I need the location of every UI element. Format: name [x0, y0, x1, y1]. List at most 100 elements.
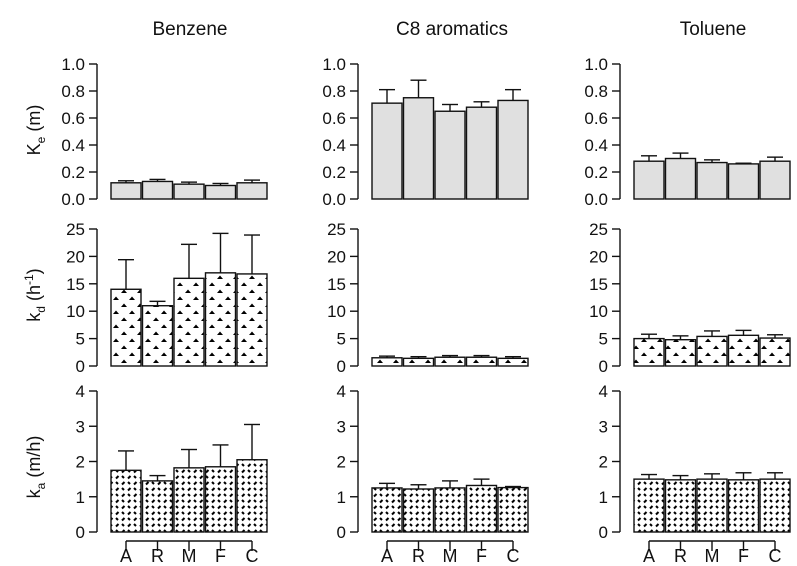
- bar-F: [465, 356, 498, 367]
- x-tick-label-A: A: [120, 546, 132, 566]
- panel-0-0: 0.0 0.2 0.4 0.6 0.8 1.0: [61, 55, 268, 209]
- x-tick-label-F: F: [738, 546, 749, 566]
- y-tick-label: 0.4: [584, 136, 608, 155]
- bar-A: [110, 182, 142, 200]
- column-title-toluene: Toluene: [680, 19, 747, 40]
- bar-M: [173, 467, 205, 533]
- bar-F: [727, 163, 760, 200]
- bar-F: [727, 479, 760, 533]
- bar-M: [696, 161, 728, 200]
- y-tick-label: 3: [76, 417, 85, 436]
- panel-2-1: 0 1 2 3 4 A R M F C: [337, 382, 529, 566]
- ylabel-ke: Ke (m): [24, 105, 48, 156]
- bar-M: [696, 335, 728, 367]
- bar-R: [141, 480, 174, 533]
- y-tick-label: 10: [327, 302, 346, 321]
- y-tick-label: 15: [66, 275, 85, 294]
- bar-A: [371, 102, 403, 200]
- y-tick-label: 0.0: [584, 190, 608, 209]
- ylabel-kd-main: k: [24, 312, 44, 322]
- y-tick-label: 1: [337, 488, 346, 507]
- y-tick-label: 3: [337, 417, 346, 436]
- y-tick-label: 0: [599, 523, 608, 542]
- y-tick-label: 5: [76, 330, 85, 349]
- bar-R: [141, 180, 174, 200]
- bar-R: [664, 338, 697, 367]
- y-tick-label: 3: [599, 417, 608, 436]
- y-tick-label: 0: [337, 523, 346, 542]
- ylabel-ka-main: k: [24, 488, 44, 498]
- y-tick-label: 0.2: [584, 163, 608, 182]
- bar-F: [204, 272, 237, 367]
- y-tick-label: 1: [599, 488, 608, 507]
- bar-R: [402, 357, 435, 367]
- y-tick-label: 0.6: [584, 109, 608, 128]
- y-tick-label: 0: [76, 523, 85, 542]
- ylabel-ka: ka (m/h): [24, 436, 48, 499]
- x-tick-label-A: A: [643, 546, 655, 566]
- y-tick-label: 0.6: [322, 109, 346, 128]
- ylabel-ke-main: K: [24, 143, 44, 155]
- bar-M: [434, 356, 466, 367]
- x-tick-label-C: C: [769, 546, 782, 566]
- panel-1-0: 0 5 10 15 20 25: [66, 220, 268, 376]
- bar-F: [465, 106, 498, 200]
- panel-1-1: 0 5 10 15 20 25: [327, 220, 529, 376]
- bar-R: [402, 97, 435, 200]
- panel-0-2: 0.0 0.2 0.4 0.6 0.8 1.0: [584, 55, 791, 209]
- ylabel-kd-sup: -1: [22, 274, 36, 285]
- y-tick-label: 4: [337, 382, 346, 401]
- ylabel-kd: kd (h-1): [22, 268, 48, 321]
- column-title-c8-aromatics: C8 aromatics: [396, 19, 508, 40]
- bar-C: [497, 486, 529, 533]
- bar-A: [110, 469, 142, 533]
- ylabel-ke-sub: e: [34, 136, 48, 143]
- ylabel-ke-rest: (m): [24, 105, 44, 137]
- bar-C: [236, 459, 268, 533]
- y-tick-label: 0.4: [61, 136, 85, 155]
- ylabel-kd-tail: ): [24, 268, 44, 274]
- bar-R: [402, 488, 435, 533]
- bar-M: [173, 183, 205, 200]
- y-tick-label: 0.0: [322, 190, 346, 209]
- y-tick-label: 0: [337, 357, 346, 376]
- y-tick-label: 15: [589, 275, 608, 294]
- y-tick-label: 5: [337, 330, 346, 349]
- y-tick-label: 4: [76, 382, 85, 401]
- bar-A: [633, 160, 665, 200]
- panel-2-2: 0 1 2 3 4 A R M F C: [599, 382, 791, 566]
- x-tick-label-R: R: [412, 546, 425, 566]
- y-tick-label: 10: [589, 302, 608, 321]
- y-tick-label: 20: [589, 247, 608, 266]
- bar-C: [497, 357, 529, 367]
- y-tick-label: 0.8: [322, 82, 346, 101]
- y-tick-label: 5: [599, 330, 608, 349]
- bar-R: [141, 305, 174, 367]
- bar-M: [173, 277, 205, 367]
- y-tick-label: 0: [76, 357, 85, 376]
- bar-A: [633, 337, 665, 367]
- bar-F: [465, 484, 498, 533]
- x-tick-label-F: F: [476, 546, 487, 566]
- x-tick-label-R: R: [151, 546, 164, 566]
- y-tick-label: 20: [327, 247, 346, 266]
- bar-C: [236, 273, 268, 367]
- bar-A: [633, 478, 665, 533]
- panel-2-0: 0 1 2 3 4 A R M F C: [76, 382, 268, 566]
- y-tick-label: 15: [327, 275, 346, 294]
- y-tick-label: 1.0: [584, 55, 608, 74]
- bar-F: [204, 184, 237, 200]
- y-tick-label: 25: [327, 220, 346, 239]
- y-tick-label: 25: [589, 220, 608, 239]
- y-tick-label: 0.2: [322, 163, 346, 182]
- bar-M: [696, 478, 728, 533]
- ylabel-kd-sub: d: [34, 306, 48, 313]
- y-tick-label: 20: [66, 247, 85, 266]
- y-tick-label: 1: [76, 488, 85, 507]
- x-tick-label-A: A: [381, 546, 393, 566]
- column-titles: Benzene C8 aromatics Toluene: [152, 19, 746, 40]
- y-tick-label: 0.6: [61, 109, 85, 128]
- ylabel-kd-rest: (h: [24, 285, 44, 306]
- panels: 0.00.20.40.60.81.00.00.20.40.60.81.00.00…: [61, 55, 791, 566]
